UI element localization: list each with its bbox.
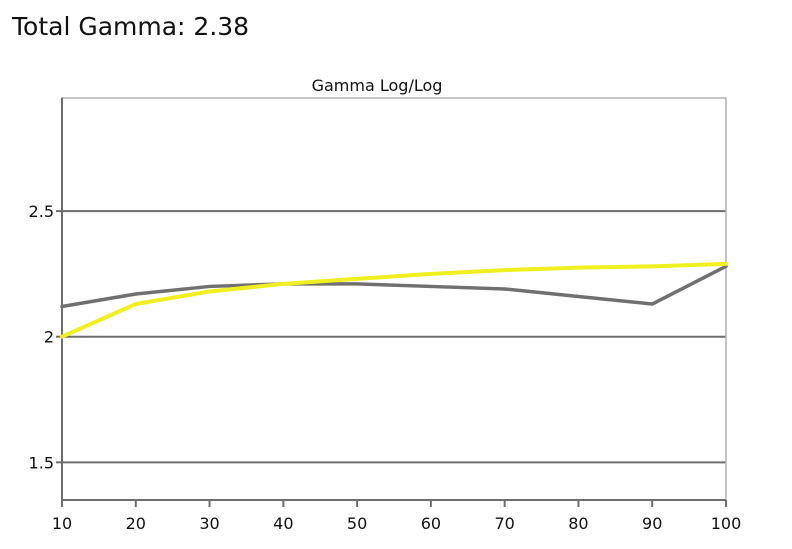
x-tick-label: 60 — [421, 514, 441, 533]
x-tick-label: 50 — [347, 514, 367, 533]
axes — [56, 98, 727, 507]
series-line-1 — [60, 264, 728, 309]
x-tick-label: 10 — [52, 514, 72, 533]
x-tick-label: 40 — [273, 514, 293, 533]
x-tick-label: 80 — [568, 514, 588, 533]
x-tick-label: 90 — [642, 514, 662, 533]
total-gamma-heading: Total Gamma: 2.38 — [12, 12, 250, 41]
series-lines — [60, 261, 728, 339]
x-tick-label: 20 — [126, 514, 146, 533]
y-tick-label: 2.5 — [29, 202, 54, 221]
series-line-2 — [60, 261, 728, 339]
gridlines — [62, 210, 726, 464]
chart-title: Gamma Log/Log — [312, 76, 443, 95]
tick-labels: 10 20 30 40 50 60 70 80 90 100 1.5 2 2.5 — [29, 202, 742, 533]
x-tick-label: 100 — [711, 514, 742, 533]
x-tick-label: 70 — [494, 514, 514, 533]
y-tick-label: 1.5 — [29, 453, 54, 472]
x-tick-label: 30 — [199, 514, 219, 533]
y-tick-label: 2 — [44, 328, 54, 347]
